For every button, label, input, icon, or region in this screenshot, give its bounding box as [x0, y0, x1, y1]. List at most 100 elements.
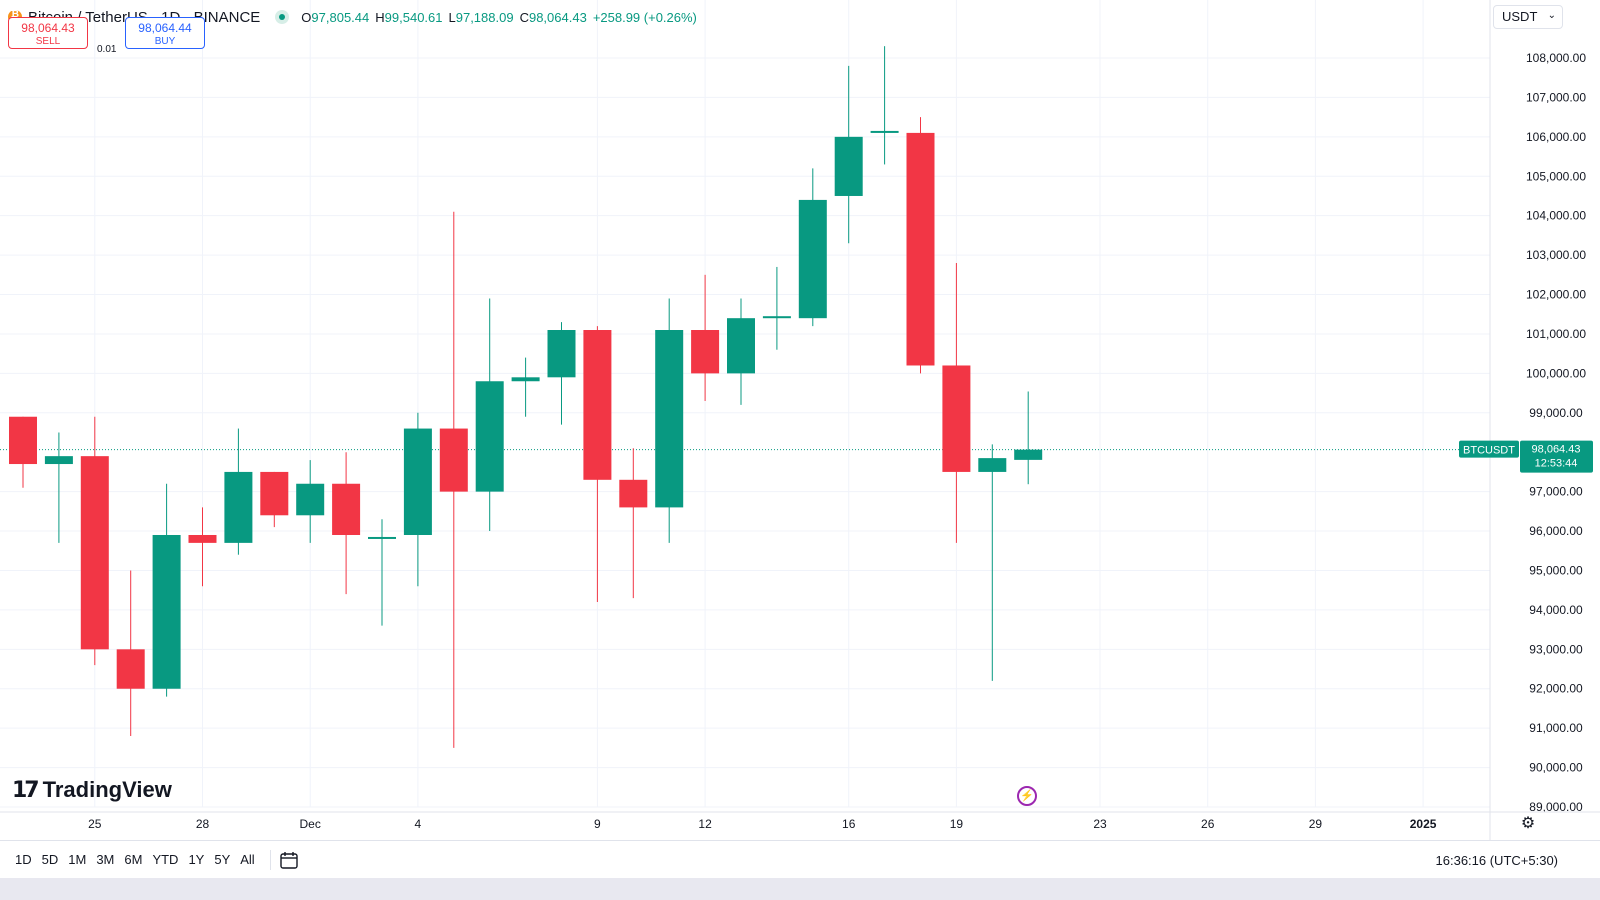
- price-tick-label: 89,000.00: [1529, 800, 1583, 814]
- time-tick-label: 29: [1309, 817, 1323, 831]
- bottom-toolbar: 1D 5D 1M 3M 6M YTD 1Y 5Y All 16:36:16 (U…: [0, 840, 1600, 878]
- candle-body: [870, 130, 899, 133]
- candle-body: [1014, 449, 1043, 460]
- symbol-tag-text: BTCUSDT: [1463, 445, 1515, 457]
- price-tick-label: 95,000.00: [1529, 563, 1583, 577]
- time-tick-label: 9: [594, 817, 601, 831]
- time-tick-label: 28: [196, 817, 210, 831]
- price-tick-label: 104,000.00: [1526, 209, 1586, 223]
- price-tag-value: 98,064.43: [1532, 444, 1581, 456]
- range-all[interactable]: All: [240, 852, 255, 867]
- time-tick-label: 2025: [1410, 817, 1437, 831]
- range-1y[interactable]: 1Y: [188, 852, 205, 867]
- candle-body: [9, 416, 37, 465]
- price-tick-label: 91,000.00: [1529, 721, 1583, 735]
- candle-body: [547, 330, 576, 378]
- range-1m[interactable]: 1M: [68, 852, 87, 867]
- time-axis: 25 28 Dec 4 9 12 16 19 23 26 29 2025: [0, 811, 1600, 831]
- footer-strip: [0, 878, 1600, 900]
- symbol-tag-bg: [1459, 440, 1519, 458]
- price-tick-label: 93,000.00: [1529, 642, 1583, 656]
- spread-value: 0.01: [97, 44, 117, 55]
- currency-select[interactable]: USDT ⌄: [1493, 5, 1563, 29]
- price-tick-label: 105,000.00: [1526, 169, 1586, 183]
- candle-body: [727, 318, 755, 374]
- price-tick-label: 94,000.00: [1529, 603, 1583, 617]
- candles-group: [9, 46, 1043, 748]
- price-tick-label: 97,000.00: [1529, 485, 1583, 499]
- price-tick-label: 100,000.00: [1526, 366, 1586, 380]
- candle-body: [655, 330, 684, 508]
- candle-body: [44, 456, 73, 465]
- buy-label: BUY: [154, 36, 176, 47]
- ohlc-readout: O97,805.44 H99,540.61 L97,188.09 C98,064…: [301, 10, 697, 25]
- candle-body: [475, 381, 504, 492]
- sell-button[interactable]: 98,064.43 SELL: [8, 17, 88, 49]
- sell-price: 98,064.43: [21, 21, 75, 35]
- price-tick-label: 90,000.00: [1529, 761, 1583, 775]
- candle-body: [332, 483, 361, 535]
- candle-body: [188, 534, 217, 543]
- price-tick-label: 101,000.00: [1526, 327, 1586, 341]
- last-price-tag: BTCUSDT 98,064.43 12:53:44: [1459, 440, 1593, 473]
- candle-body: [762, 316, 791, 319]
- candle-body: [942, 365, 971, 472]
- currency-value: USDT: [1502, 9, 1538, 24]
- close-label: C: [519, 9, 529, 25]
- buy-button[interactable]: 98,064.44 BUY: [125, 17, 205, 49]
- candle-body: [260, 471, 289, 516]
- time-tick-label: 19: [950, 817, 964, 831]
- candle-body: [511, 377, 540, 382]
- range-6m[interactable]: 6M: [124, 852, 143, 867]
- time-tick-label: 12: [698, 817, 712, 831]
- price-axis: 108,000.00 107,000.00 106,000.00 105,000.00…: [1489, 0, 1586, 840]
- close-value: 98,064.43: [528, 9, 587, 25]
- candle-body: [224, 471, 253, 543]
- range-3m[interactable]: 3M: [96, 852, 115, 867]
- candle-body: [834, 136, 863, 196]
- buy-price: 98,064.44: [138, 21, 192, 35]
- price-tick-label: 107,000.00: [1526, 90, 1586, 104]
- low-value: 97,188.09: [455, 9, 514, 25]
- change-value: +258.99 (+0.26%): [592, 9, 697, 25]
- candle-body: [798, 199, 827, 319]
- price-tag-bg: [1520, 440, 1593, 473]
- time-tick-label: Dec: [300, 817, 321, 831]
- lightning-icon[interactable]: ⚡: [1017, 786, 1037, 806]
- tradingview-watermark[interactable]: 17 TradingView: [12, 777, 172, 803]
- price-tick-label: 108,000.00: [1526, 51, 1586, 65]
- price-tag-countdown: 12:53:44: [1535, 458, 1578, 470]
- time-tick-label: 23: [1093, 817, 1107, 831]
- open-value: 97,805.44: [311, 9, 370, 25]
- watermark-text: TradingView: [42, 777, 172, 802]
- candle-body: [368, 536, 396, 539]
- candle-body: [619, 479, 648, 508]
- candle-body: [978, 458, 1007, 472]
- candle-body: [691, 330, 720, 374]
- high-label: H: [375, 9, 385, 25]
- open-label: O: [301, 9, 312, 25]
- price-tick-label: 99,000.00: [1529, 406, 1583, 420]
- calendar-range-icon[interactable]: [279, 850, 299, 870]
- time-tick-label: 25: [88, 817, 102, 831]
- high-value: 99,540.61: [384, 9, 443, 25]
- candle-body: [296, 483, 325, 516]
- range-ytd[interactable]: YTD: [152, 852, 179, 867]
- tradingview-logo-icon: 17: [12, 777, 40, 803]
- range-1d[interactable]: 1D: [15, 852, 32, 867]
- time-tick-label: 26: [1201, 817, 1215, 831]
- settings-gear-icon[interactable]: ⚙: [1520, 815, 1536, 832]
- candle-body: [152, 534, 181, 689]
- chart-grid: [0, 0, 1490, 808]
- candlestick-chart[interactable]: 108,000.00 107,000.00 106,000.00 105,000.00…: [0, 0, 1600, 840]
- range-5y[interactable]: 5Y: [214, 852, 231, 867]
- price-tick-label: 102,000.00: [1526, 288, 1586, 302]
- range-5d[interactable]: 5D: [41, 852, 59, 867]
- candle-body: [439, 428, 468, 492]
- clock-readout[interactable]: 16:36:16 (UTC+5:30): [1435, 853, 1558, 868]
- price-tick-label: 92,000.00: [1529, 682, 1583, 696]
- candle-body: [906, 132, 935, 366]
- price-tick-label: 103,000.00: [1526, 248, 1586, 262]
- candle-body: [80, 456, 109, 650]
- price-tick-label: 106,000.00: [1526, 130, 1586, 144]
